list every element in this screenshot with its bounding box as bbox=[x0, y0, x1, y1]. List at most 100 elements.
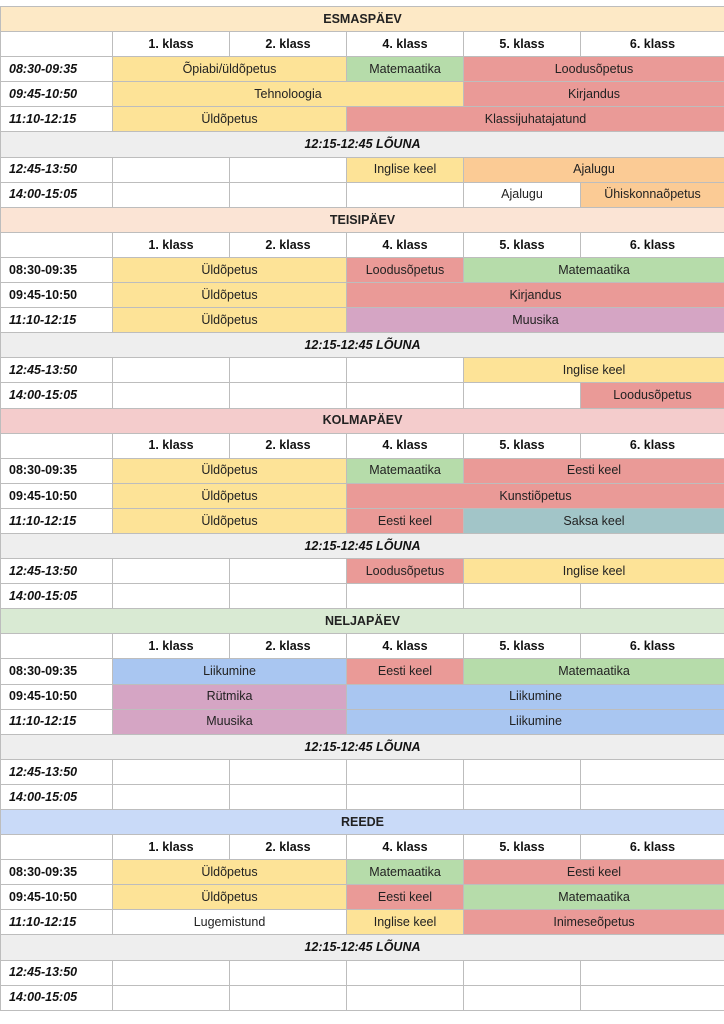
empty-cell bbox=[346, 583, 464, 610]
lesson-cell: Eesti keel bbox=[463, 859, 724, 886]
lesson-row: 14:00-15:05 Loodusõpetus bbox=[0, 382, 724, 409]
lesson-cell: Inimeseõpetus bbox=[463, 909, 724, 936]
class-header: 2. klass bbox=[229, 834, 347, 861]
lesson-cell: Matemaatika bbox=[346, 859, 464, 886]
lesson-cell: Üldõpetus bbox=[112, 482, 347, 509]
time-cell: 09:45-10:50 bbox=[0, 282, 113, 309]
lesson-cell: Üldõpetus bbox=[112, 457, 347, 484]
time-cell: 11:10-12:15 bbox=[0, 708, 113, 735]
class-header-row: 1. klass 2. klass 4. klass 5. klass 6. klass bbox=[0, 231, 724, 258]
lesson-cell: Klassijuhatajatund bbox=[346, 106, 724, 133]
lesson-cell: Matemaatika bbox=[346, 56, 464, 83]
lesson-cell: Inglise keel bbox=[463, 357, 724, 384]
lesson-cell: Loodusõpetus bbox=[580, 382, 724, 409]
empty-cell bbox=[112, 382, 230, 409]
lesson-row: 11:10-12:15 Üldõpetus Eesti keel Saksa keel bbox=[0, 507, 724, 534]
time-cell: 12:45-13:50 bbox=[0, 959, 113, 986]
empty-cell bbox=[112, 758, 230, 785]
lesson-cell: Kunstiõpetus bbox=[346, 482, 724, 509]
empty-cell bbox=[463, 583, 581, 610]
time-cell: 14:00-15:05 bbox=[0, 181, 113, 208]
time-cell: 09:45-10:50 bbox=[0, 81, 113, 108]
time-cell: 12:45-13:50 bbox=[0, 558, 113, 585]
empty-cell bbox=[229, 783, 347, 811]
lesson-cell: Saksa keel bbox=[463, 507, 724, 534]
lesson-cell: Inglise keel bbox=[346, 909, 464, 936]
time-cell: 12:45-13:50 bbox=[0, 758, 113, 785]
lesson-cell: Loodusõpetus bbox=[346, 558, 464, 585]
time-cell: 14:00-15:05 bbox=[0, 382, 113, 409]
lesson-cell: Muusika bbox=[346, 307, 724, 334]
time-cell: 09:45-10:50 bbox=[0, 884, 113, 911]
empty-cell bbox=[580, 583, 724, 610]
time-cell: 08:30-09:35 bbox=[0, 658, 113, 685]
header-blank-cell bbox=[0, 633, 113, 660]
class-header: 2. klass bbox=[229, 432, 347, 459]
time-cell: 11:10-12:15 bbox=[0, 307, 113, 334]
time-cell: 08:30-09:35 bbox=[0, 56, 113, 83]
empty-cell bbox=[229, 558, 347, 585]
lesson-cell: Üldõpetus bbox=[112, 507, 347, 534]
lesson-row: 11:10-12:15 Üldõpetus Muusika bbox=[0, 307, 724, 334]
lesson-cell: Loodusõpetus bbox=[463, 56, 724, 83]
class-header: 4. klass bbox=[346, 633, 464, 660]
lesson-row: 12:45-13:50 bbox=[0, 959, 724, 986]
lesson-cell: Ajalugu bbox=[463, 156, 724, 183]
time-cell: 11:10-12:15 bbox=[0, 909, 113, 936]
class-header: 6. klass bbox=[580, 231, 724, 258]
day-header-row: NELJAPÄEV bbox=[0, 608, 724, 635]
lunch-label: 12:15-12:45 LÕUNA bbox=[0, 532, 724, 560]
lesson-row: 14:00-15:05 bbox=[0, 583, 724, 610]
empty-cell bbox=[346, 959, 464, 986]
day-title: KOLMAPÄEV bbox=[0, 407, 724, 434]
lesson-cell: Üldõpetus bbox=[112, 307, 347, 334]
empty-cell bbox=[580, 959, 724, 986]
lesson-row: 09:45-10:50 Tehnoloogia Kirjandus bbox=[0, 81, 724, 108]
day-header-row: ESMASPÄEV bbox=[0, 5, 724, 33]
header-blank-cell bbox=[0, 432, 113, 459]
lunch-row: 12:15-12:45 LÕUNA bbox=[0, 131, 724, 158]
lesson-row: 12:45-13:50 Inglise keel bbox=[0, 357, 724, 384]
lesson-cell: Rütmika bbox=[112, 683, 347, 710]
lesson-cell: Eesti keel bbox=[463, 457, 724, 484]
lunch-label: 12:15-12:45 LÕUNA bbox=[0, 332, 724, 359]
class-header: 5. klass bbox=[463, 834, 581, 861]
day-title: ESMASPÄEV bbox=[0, 5, 724, 33]
lesson-row: 09:45-10:50 Rütmika Liikumine bbox=[0, 683, 724, 710]
class-header: 2. klass bbox=[229, 231, 347, 258]
empty-cell bbox=[346, 783, 464, 811]
empty-cell bbox=[463, 959, 581, 986]
time-cell: 14:00-15:05 bbox=[0, 783, 113, 811]
lesson-cell: Inglise keel bbox=[463, 558, 724, 585]
time-cell: 08:30-09:35 bbox=[0, 457, 113, 484]
time-cell: 11:10-12:15 bbox=[0, 507, 113, 534]
lesson-cell: Eesti keel bbox=[346, 507, 464, 534]
empty-cell bbox=[112, 558, 230, 585]
class-header-row: 1. klass 2. klass 4. klass 5. klass 6. klass bbox=[0, 834, 724, 861]
lesson-cell: Inglise keel bbox=[346, 156, 464, 183]
weekly-schedule-table: ESMASPÄEV 1. klass 2. klass 4. klass 5. klas… bbox=[0, 5, 724, 1011]
class-header-row: 1. klass 2. klass 4. klass 5. klass 6. klass bbox=[0, 31, 724, 58]
empty-cell bbox=[346, 758, 464, 785]
class-header: 5. klass bbox=[463, 432, 581, 459]
header-blank-cell bbox=[0, 231, 113, 258]
lesson-cell: Kirjandus bbox=[463, 81, 724, 108]
lesson-cell: Ühiskonnaõpetus bbox=[580, 181, 724, 208]
lesson-row: 09:45-10:50 Üldõpetus Kunstiõpetus bbox=[0, 482, 724, 509]
empty-cell bbox=[112, 959, 230, 986]
lesson-cell: Üldõpetus bbox=[112, 106, 347, 133]
empty-cell bbox=[229, 758, 347, 785]
time-cell: 09:45-10:50 bbox=[0, 482, 113, 509]
class-header: 6. klass bbox=[580, 834, 724, 861]
lesson-cell: Õpiabi/üldõpetus bbox=[112, 56, 347, 83]
class-header: 1. klass bbox=[112, 31, 230, 58]
empty-cell bbox=[463, 758, 581, 785]
time-cell: 09:45-10:50 bbox=[0, 683, 113, 710]
empty-cell bbox=[229, 583, 347, 610]
time-cell: 14:00-15:05 bbox=[0, 984, 113, 1011]
empty-cell bbox=[463, 984, 581, 1011]
lesson-row: 08:30-09:35 Õpiabi/üldõpetus Matemaatika Lo… bbox=[0, 56, 724, 83]
lesson-cell: Muusika bbox=[112, 708, 347, 735]
empty-cell bbox=[229, 959, 347, 986]
class-header: 1. klass bbox=[112, 231, 230, 258]
